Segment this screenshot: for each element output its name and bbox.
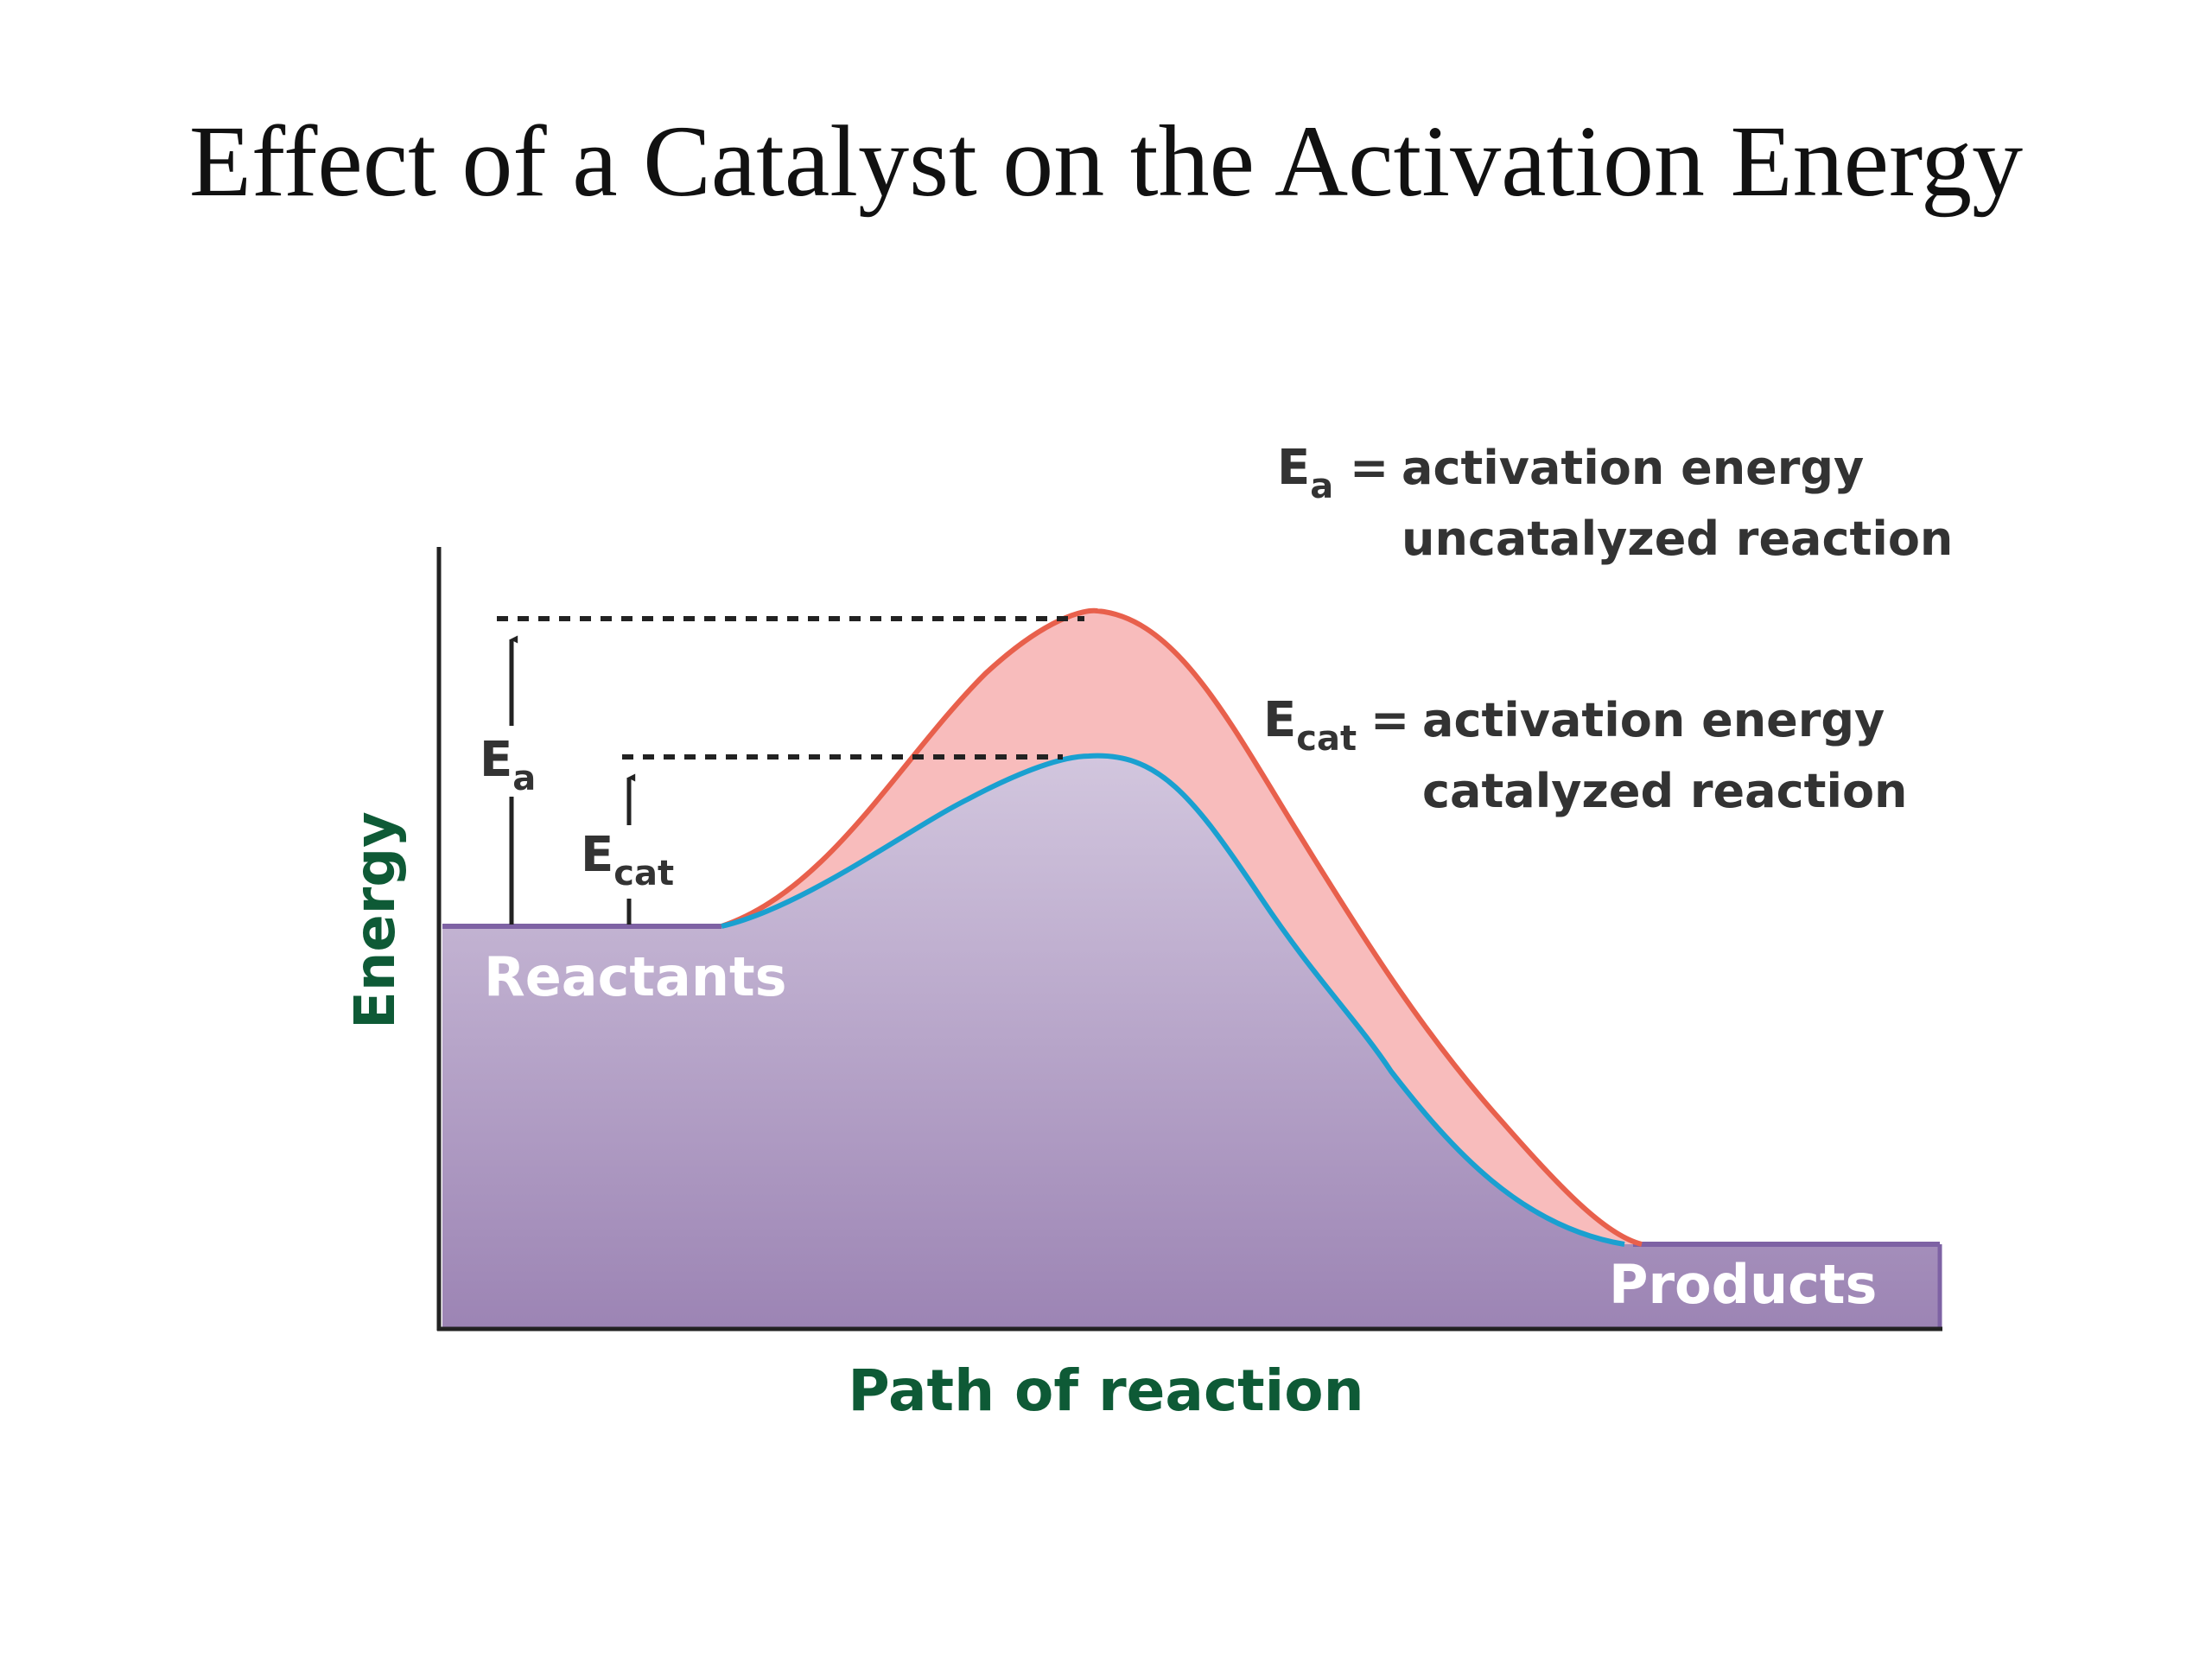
legend-ea-line1: activation energy	[1402, 441, 1864, 495]
ecat-arrow-label-symbol: E	[581, 827, 613, 883]
legend-ecat: Ecat = activation energy catalyzed react…	[1263, 692, 1908, 818]
catalyzed-area	[442, 755, 1940, 1329]
legend-ecat-symbol-text: Ecat	[1263, 692, 1357, 759]
legend-ecat-line1: activation energy	[1422, 693, 1885, 747]
legend-ea-line2: uncatalyzed reaction	[1402, 512, 1953, 566]
legend-ecat-equals: =	[1370, 693, 1409, 747]
ea-arrow-label: Ea	[480, 732, 536, 798]
ecat-arrow-label: Ecat	[581, 827, 674, 893]
legend-ea-subscript: a	[1310, 467, 1333, 506]
slide-title: Effect of a Catalyst on the Activation E…	[188, 105, 2024, 218]
x-axis-label: Path of reaction	[848, 1357, 1363, 1424]
catalyzed-curve	[721, 753, 1625, 1247]
uncatalyzed-curve	[721, 607, 1643, 1247]
reactants-label: Reactants	[484, 945, 787, 1008]
legend-ecat-symbol: E	[1263, 692, 1296, 748]
ecat-arrow-label-subscript: cat	[613, 854, 674, 893]
y-axis-label: Energy	[344, 811, 408, 1029]
ea-arrow-label-symbol: E	[480, 732, 512, 788]
legend-ea-symbol-text: Ea	[1277, 440, 1333, 506]
legend-ea-equals: =	[1350, 441, 1389, 495]
legend-ea-symbol: E	[1277, 440, 1310, 496]
legend-ecat-subscript: cat	[1296, 719, 1357, 759]
legend-ea: Ea = activation energy uncatalyzed react…	[1277, 440, 1953, 566]
legend-ecat-line2: catalyzed reaction	[1422, 764, 1908, 818]
products-label: Products	[1609, 1253, 1877, 1316]
ea-arrow-label-subscript: a	[512, 759, 536, 798]
